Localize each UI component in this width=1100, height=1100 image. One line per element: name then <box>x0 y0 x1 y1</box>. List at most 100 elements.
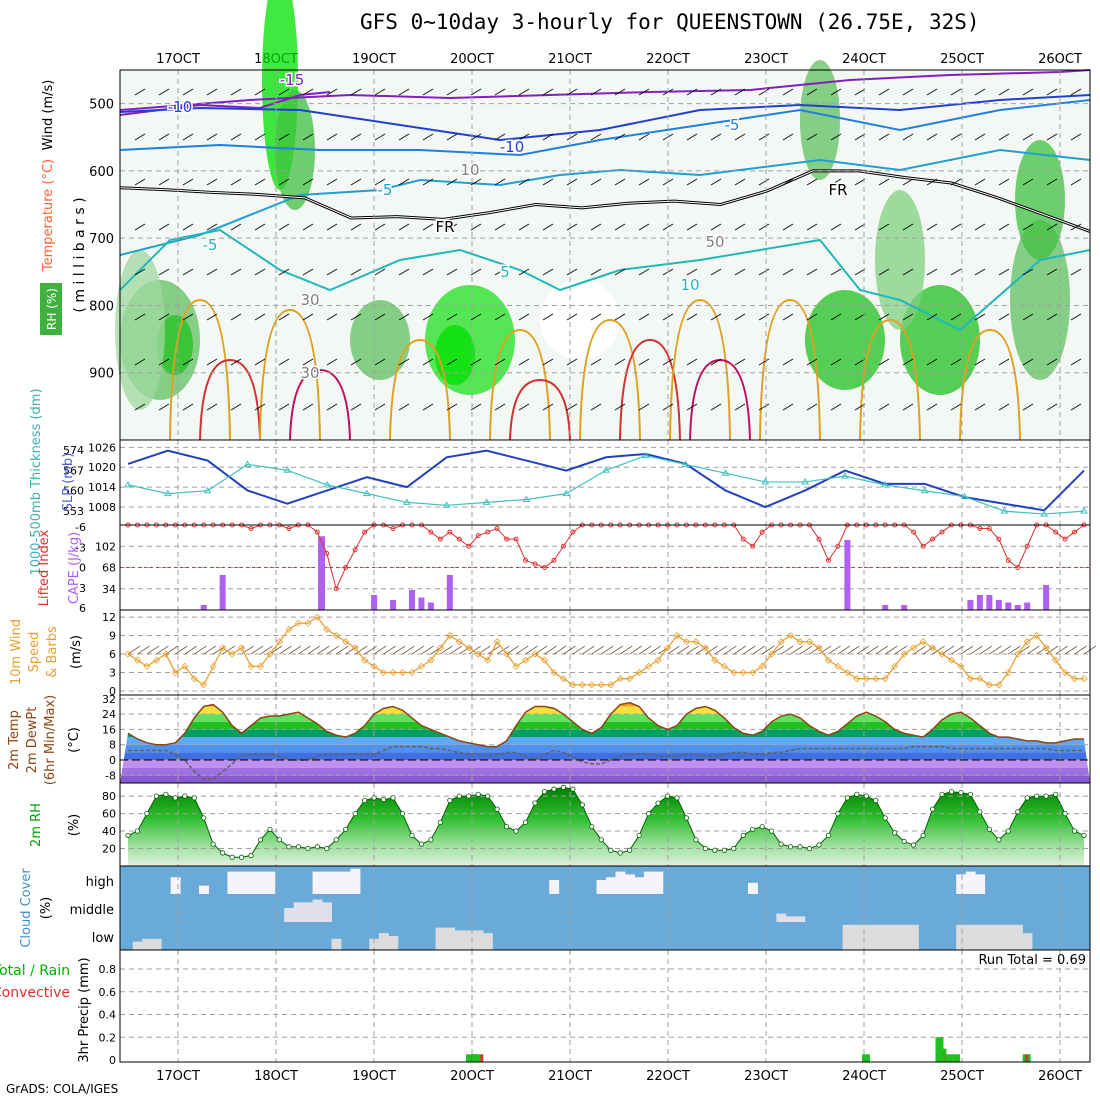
contour-label: FR <box>828 181 847 199</box>
cloud-high-bar <box>340 871 351 894</box>
wind-barb <box>206 178 218 186</box>
rh-marker <box>589 824 595 830</box>
thickness-marker <box>1040 510 1049 517</box>
wind-barb <box>470 223 482 231</box>
wind-barb-10m <box>790 645 803 655</box>
temp-contour-warm <box>169 298 231 441</box>
wind-barb-10m <box>610 645 623 655</box>
wind-marker <box>484 656 492 664</box>
wind-barb <box>758 133 770 141</box>
wind-barb <box>1022 403 1034 411</box>
wind-barb <box>686 358 698 366</box>
thickness-tick-label: 553 <box>63 505 84 518</box>
rh-marker <box>825 832 832 839</box>
wind-barb <box>302 313 314 321</box>
wind-barb <box>398 178 410 186</box>
rh-marker <box>418 841 425 847</box>
temp-band <box>120 695 1090 699</box>
wind-marker <box>304 619 312 627</box>
rh-marker <box>494 806 500 812</box>
wind-barb <box>734 313 746 321</box>
x-tick-label-top: 21OCT <box>548 52 592 67</box>
wind-barb <box>566 358 578 366</box>
wind-barb <box>998 268 1010 276</box>
rh-marker <box>835 810 841 817</box>
li-marker <box>428 529 434 535</box>
rh-tick-label: 60 <box>102 808 116 821</box>
wind-barb <box>950 133 962 141</box>
wind-marker <box>1080 675 1088 683</box>
li-marker <box>286 526 292 532</box>
rh-shading <box>350 300 410 380</box>
rh-shading <box>115 250 165 410</box>
wind-barb <box>806 313 818 321</box>
temp-contour-warm <box>619 338 681 441</box>
wind-marker <box>550 668 558 677</box>
temp-contour-minus10 <box>119 94 1091 142</box>
rh-tick-label: 80 <box>102 790 116 803</box>
wind-barb <box>638 268 650 276</box>
rh-marker <box>920 832 926 839</box>
rh-marker <box>627 847 633 853</box>
wind-barb-10m <box>733 645 747 655</box>
cloud-high-bar <box>747 882 758 894</box>
cape-bar <box>318 536 325 610</box>
cloud-middle-bar <box>776 913 787 922</box>
wind-barb <box>542 358 554 366</box>
cape-bar <box>427 602 434 610</box>
wind-barb <box>350 268 362 276</box>
thickness-tick-label: 574 <box>63 444 84 457</box>
rh-marker <box>674 795 680 801</box>
rh-marker <box>1034 793 1040 799</box>
wind-barb <box>1046 133 1058 141</box>
wind-marker <box>228 650 236 658</box>
wind-barb-10m <box>619 645 633 655</box>
wind-barb <box>302 268 314 276</box>
wind-barb <box>254 88 266 96</box>
rh-marker <box>892 830 898 836</box>
cloud-high-bar <box>255 871 266 894</box>
wind-barb-10m <box>638 645 652 655</box>
wind-barb <box>422 403 434 411</box>
wind-marker <box>1014 650 1022 658</box>
wind-marker <box>531 650 539 658</box>
wind-barb <box>1070 313 1082 321</box>
wind-barb <box>782 88 794 96</box>
series-line-thickness <box>127 455 1085 515</box>
wind-barb <box>398 88 410 96</box>
wind-barb <box>494 133 506 141</box>
wind-marker <box>787 631 795 640</box>
wind-barb <box>734 268 746 276</box>
wind-barb <box>998 403 1010 411</box>
wind-marker <box>465 644 473 652</box>
wind-barb <box>542 403 554 411</box>
cape-bar <box>1043 585 1050 610</box>
wind-marker <box>758 662 766 670</box>
cape-bar <box>967 600 974 610</box>
precip-tick-label: 0.4 <box>99 1009 117 1022</box>
cloud-low-bar <box>889 924 900 950</box>
wind-barb-10m <box>421 645 434 655</box>
wind-barb <box>686 178 698 186</box>
wind-marker <box>682 638 691 646</box>
rh-marker <box>750 826 756 832</box>
wind-barb <box>302 223 314 231</box>
li-marker <box>248 526 254 532</box>
wind-barb <box>974 178 986 186</box>
cloud-middle-bar <box>312 899 323 922</box>
cloud-low-bar <box>331 938 342 950</box>
wind-barb <box>374 133 386 141</box>
thickness-marker <box>880 480 889 488</box>
wind-barb <box>542 178 554 186</box>
wind-barb <box>374 88 386 96</box>
rh-marker <box>598 837 604 843</box>
wind-barb <box>518 268 530 276</box>
wind-barb-10m <box>1045 645 1059 655</box>
contour-label: 10 <box>460 161 479 179</box>
wind-barb <box>878 88 890 96</box>
wind-barb <box>1046 88 1058 96</box>
cloud-middle-bar <box>303 902 314 922</box>
wind-barb <box>374 268 386 276</box>
wind-barb <box>830 403 842 411</box>
x-tick-label-bottom: 24OCT <box>842 1069 886 1084</box>
